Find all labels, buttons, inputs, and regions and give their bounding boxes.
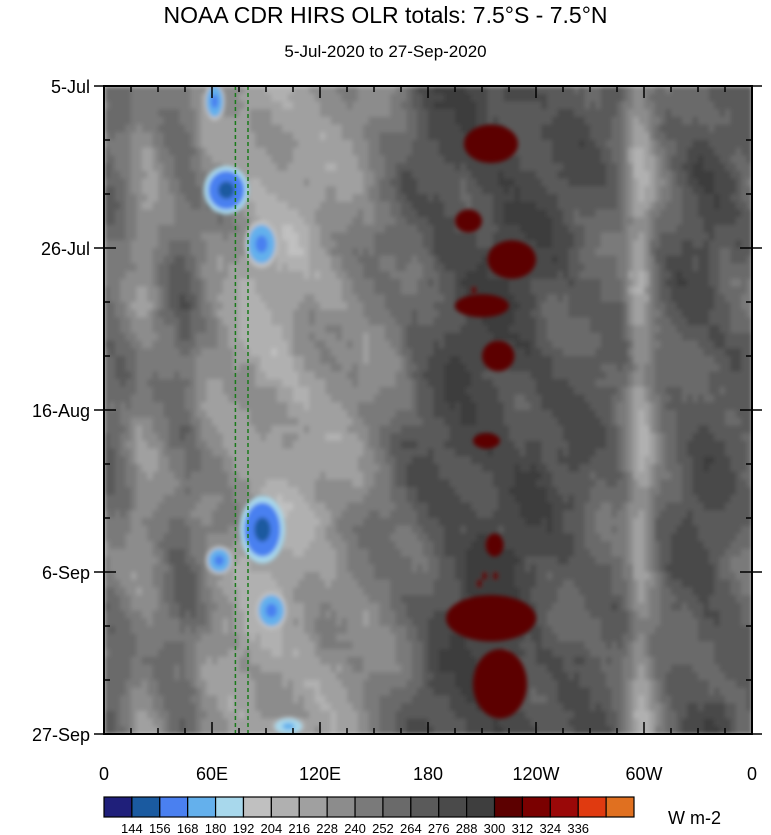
colorbar-swatch-9 — [354, 796, 384, 818]
colorbar-label-2: 168 — [177, 821, 199, 835]
colorbar-label-14: 312 — [512, 821, 534, 835]
colorbar-swatch-11 — [410, 796, 440, 818]
colorbar-swatch-3 — [187, 796, 217, 818]
clear-sky-region-2 — [487, 240, 536, 279]
chart-subtitle: 5-Jul-2020 to 27-Sep-2020 — [284, 42, 487, 61]
colorbar-units: W m-2 — [668, 808, 721, 828]
colorbar-swatch-15 — [521, 796, 551, 818]
colorbar-swatch-2 — [159, 796, 189, 818]
x-tick-label-4: 120W — [512, 764, 559, 784]
y-tick-label-4: 27-Sep — [32, 725, 90, 745]
x-tick-label-5: 60W — [625, 764, 662, 784]
colorbar-swatch-14 — [493, 796, 524, 818]
colorbar-swatch-8 — [326, 796, 356, 818]
colorbar-label-3: 180 — [205, 821, 227, 835]
clear-sky-region-4 — [482, 340, 515, 372]
colorbar-label-16: 336 — [567, 821, 589, 835]
clear-sky-region-0 — [464, 124, 518, 164]
colorbar-label-9: 252 — [372, 821, 394, 835]
y-tick-label-2: 16-Aug — [32, 401, 90, 421]
colorbar-swatch-0 — [103, 796, 133, 818]
convection-layer — [203, 86, 536, 734]
colorbar-swatch-16 — [549, 796, 579, 818]
colorbar-swatch-1 — [131, 796, 161, 818]
colorbar-label-15: 324 — [539, 821, 561, 835]
colorbar-label-7: 228 — [316, 821, 338, 835]
colorbar-swatch-12 — [438, 796, 468, 818]
colorbar-label-5: 204 — [261, 821, 283, 835]
x-tick-label-0: 0 — [99, 764, 109, 784]
clear-sky-region-7 — [446, 595, 536, 642]
colorbar-label-12: 288 — [456, 821, 478, 835]
colorbar-label-4: 192 — [233, 821, 255, 835]
y-tick-label-1: 26-Jul — [41, 239, 90, 259]
colorbar-swatch-10 — [382, 796, 412, 818]
x-tick-label-1: 60E — [196, 764, 228, 784]
colorbar-label-10: 264 — [400, 821, 422, 835]
colorbar-label-11: 276 — [428, 821, 450, 835]
colorbar-label-0: 144 — [121, 821, 143, 835]
colorbar-label-6: 216 — [288, 821, 310, 835]
clear-sky-region-1 — [455, 209, 482, 233]
colorbar-swatch-18 — [605, 796, 635, 818]
y-tick-label-3: 6-Sep — [42, 563, 90, 583]
clear-sky-region-8 — [473, 649, 527, 719]
colorbar-swatch-4 — [214, 796, 245, 818]
colorbar-swatch-7 — [298, 796, 328, 818]
y-tick-label-0: 5-Jul — [51, 77, 90, 97]
x-tick-label-3: 180 — [413, 764, 443, 784]
colorbar-label-13: 300 — [484, 821, 506, 835]
clear-sky-region-5 — [473, 433, 500, 449]
clear-sky-region-3 — [455, 294, 509, 318]
colorbar-swatch-6 — [270, 796, 300, 818]
colorbar-swatch-17 — [577, 796, 607, 818]
chart-title: NOAA CDR HIRS OLR totals: 7.5°S - 7.5°N — [163, 2, 608, 28]
colorbar-swatch-13 — [466, 796, 496, 818]
colorbar-label-1: 156 — [149, 821, 171, 835]
colorbar-label-8: 240 — [344, 821, 366, 835]
clear-sky-region-6 — [485, 533, 504, 557]
olr-field — [104, 86, 752, 734]
x-tick-label-6: 0 — [747, 764, 757, 784]
colorbar-swatch-5 — [242, 796, 272, 818]
x-tick-label-2: 120E — [299, 764, 341, 784]
